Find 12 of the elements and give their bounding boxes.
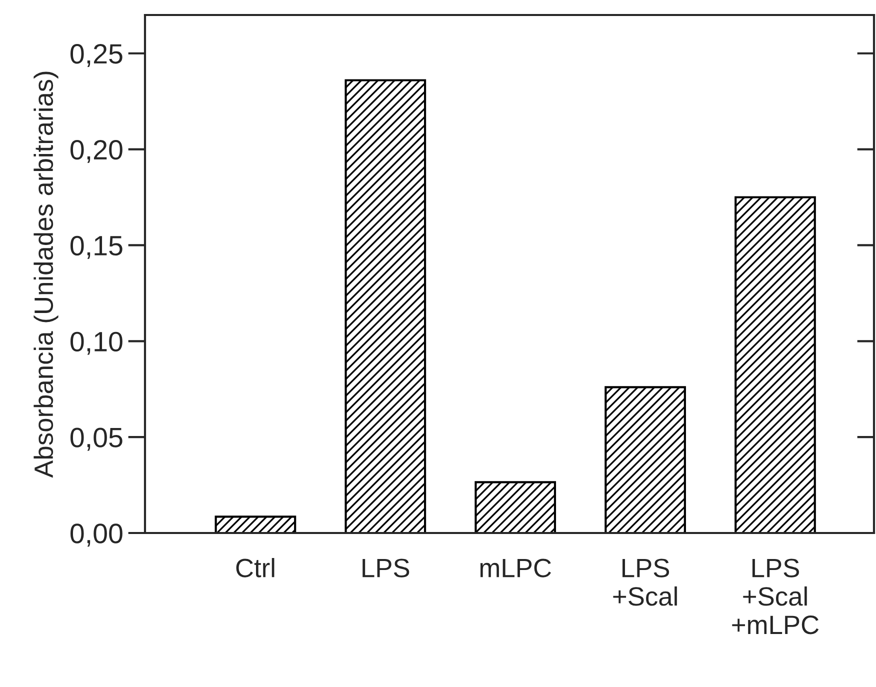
y-tick-label: 0,05 <box>70 428 122 451</box>
x-tick-label: LPS +Scal +mLPC <box>732 558 819 634</box>
y-tick-label: 0,25 <box>70 44 122 67</box>
y-tick-label: 0,10 <box>70 332 122 355</box>
x-tick-label: Ctrl <box>236 558 274 578</box>
y-axis-title: Absorbancia (Unidades arbitrarias) <box>34 72 58 478</box>
y-tick-label: 0,15 <box>70 236 122 259</box>
y-tick-label: 0,00 <box>70 524 122 547</box>
y-tick-label: 0,20 <box>70 140 122 163</box>
x-tick-label: mLPC <box>480 558 551 578</box>
x-tick-label: LPS <box>362 558 410 578</box>
x-tick-label: LPS +Scal <box>613 558 677 606</box>
